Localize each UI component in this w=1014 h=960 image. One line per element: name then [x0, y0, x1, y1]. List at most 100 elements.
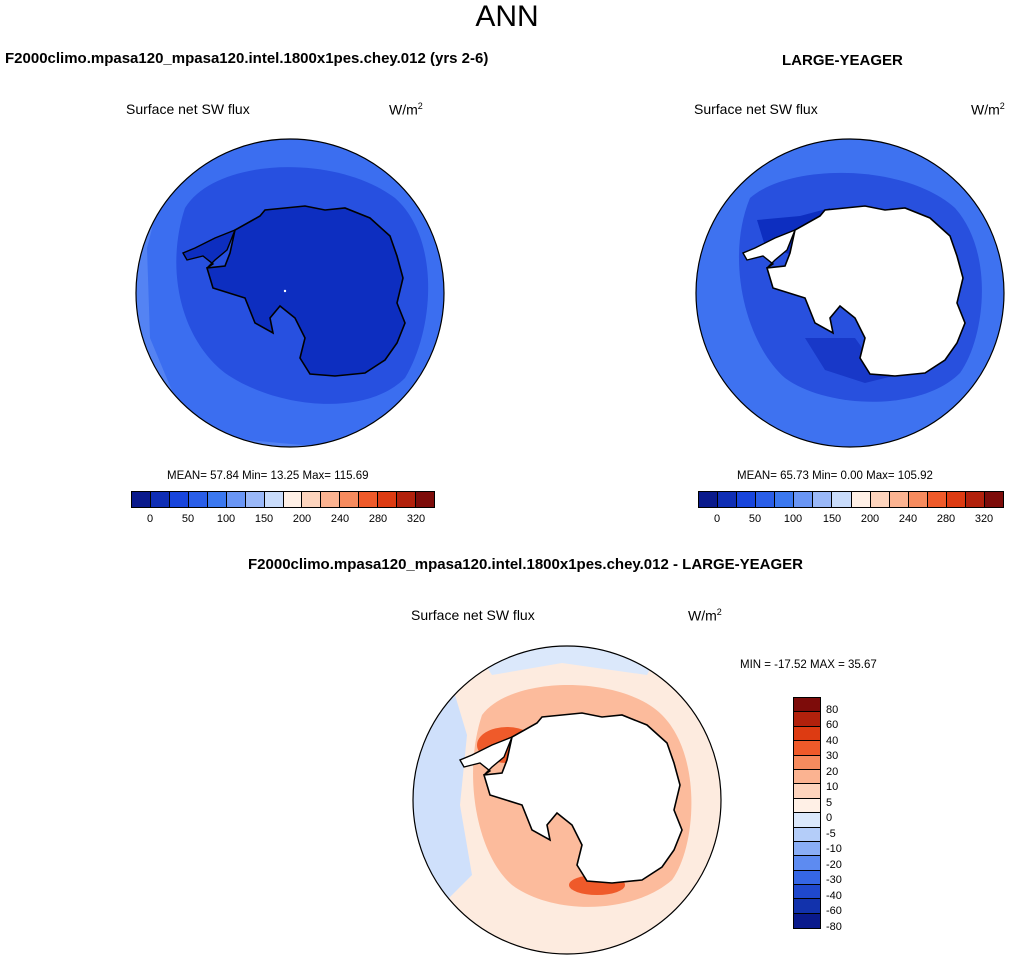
- colorbar-bin: [207, 492, 227, 507]
- panel3-title: F2000climo.mpasa120_mpasa120.intel.1800x…: [248, 556, 804, 573]
- colorbar-label: 0: [713, 513, 721, 525]
- panel3-antarctica-nodata: [482, 712, 683, 884]
- panel1-south-pole-marker: [283, 289, 287, 293]
- panel1-map: [135, 138, 445, 448]
- colorbar-label: 20: [826, 766, 839, 778]
- colorbar-label: 200: [860, 513, 880, 525]
- colorbar-bin: [794, 712, 820, 727]
- panel1-antarctica-field: [205, 205, 406, 377]
- colorbar-bin: [245, 492, 265, 507]
- colorbar-bin: [699, 492, 719, 507]
- panel3-peninsula: [458, 735, 514, 776]
- colorbar-bin: [794, 841, 820, 857]
- colorbar-label: 0: [826, 812, 833, 824]
- colorbar-bin: [340, 492, 360, 507]
- colorbar-bin: [302, 492, 322, 507]
- colorbar-bin: [416, 492, 434, 507]
- colorbar-bin: [150, 492, 170, 507]
- colorbar-label: 40: [826, 735, 839, 747]
- panel2-variable: Surface net SW flux: [694, 101, 818, 117]
- figure-title: ANN: [475, 0, 539, 33]
- colorbar-bin: [794, 899, 820, 914]
- colorbar-bin: [794, 784, 820, 799]
- colorbar-bin: [283, 492, 303, 507]
- panel1-stats: MEAN= 57.84 Min= 13.25 Max= 115.69: [167, 470, 369, 482]
- colorbar-bin: [169, 492, 189, 507]
- colorbar-bin: [984, 492, 1003, 507]
- colorbar-bin: [794, 492, 814, 507]
- panel2-colorbar-labels: 0 50 100 150 200 240 280 320: [698, 513, 1004, 529]
- colorbar-bin: [397, 492, 417, 507]
- colorbar-label: 60: [826, 719, 839, 731]
- panel1-colorbar: [131, 491, 435, 508]
- colorbar-bin: [813, 492, 833, 507]
- colorbar-bin: [264, 492, 284, 507]
- colorbar-label: 50: [181, 513, 195, 525]
- colorbar-bin: [226, 492, 246, 507]
- panel2-map: [695, 138, 1005, 448]
- panel3-stats: MIN = -17.52 MAX = 35.67: [740, 659, 877, 671]
- colorbar-bin: [737, 492, 757, 507]
- colorbar-label: 100: [783, 513, 803, 525]
- panel2-peninsula: [741, 228, 797, 269]
- panel2-title: LARGE-YEAGER: [782, 52, 903, 69]
- colorbar-bin: [378, 492, 398, 507]
- colorbar-bin: [794, 885, 820, 900]
- colorbar-label: 0: [146, 513, 154, 525]
- panel3-units: W/m2: [688, 607, 722, 624]
- colorbar-bin: [775, 492, 795, 507]
- colorbar-label: 150: [822, 513, 842, 525]
- colorbar-bin: [794, 870, 820, 886]
- colorbar-bin: [946, 492, 966, 507]
- panel2-units: W/m2: [971, 101, 1005, 118]
- colorbar-label: -10: [826, 843, 842, 855]
- panel1-colorbar-labels: 0 50 100 150 200 240 280 320: [131, 513, 435, 529]
- colorbar-bin: [889, 492, 909, 507]
- colorbar-label: 100: [216, 513, 236, 525]
- colorbar-label: 200: [292, 513, 312, 525]
- colorbar-label: -5: [826, 828, 836, 840]
- colorbar-bin: [132, 492, 151, 507]
- colorbar-label: 5: [826, 797, 833, 809]
- colorbar-label: 320: [406, 513, 426, 525]
- colorbar-label: -20: [826, 859, 842, 871]
- colorbar-bin: [794, 827, 820, 842]
- colorbar-label: -60: [826, 905, 842, 917]
- panel3-colorbar-bins: [793, 697, 821, 930]
- panel2-colorbar-bins: [698, 491, 1004, 508]
- colorbar-label: -80: [826, 921, 842, 933]
- colorbar-bin: [359, 492, 379, 507]
- panel1-colorbar-bins: [131, 491, 435, 508]
- colorbar-bin: [794, 856, 820, 871]
- panel3-map: [412, 645, 722, 955]
- colorbar-bin: [794, 769, 820, 785]
- colorbar-bin: [794, 798, 820, 814]
- colorbar-bin: [794, 698, 820, 713]
- panel1-peninsula: [181, 228, 237, 269]
- colorbar-bin: [321, 492, 341, 507]
- panel3-negative-patch-west: [413, 685, 472, 905]
- colorbar-label: -30: [826, 874, 842, 886]
- colorbar-bin: [870, 492, 890, 507]
- panel3-variable: Surface net SW flux: [411, 607, 535, 623]
- panel2-stats: MEAN= 65.73 Min= 0.00 Max= 105.92: [737, 470, 933, 482]
- panel3-colorbar-labels: 80 60 40 30 20 10 5 0 -5 -10 -20 -30 -40…: [826, 697, 876, 949]
- panel1-title: F2000climo.mpasa120_mpasa120.intel.1800x…: [5, 50, 489, 67]
- colorbar-label: 280: [368, 513, 388, 525]
- colorbar-bin: [965, 492, 985, 507]
- colorbar-bin: [794, 913, 820, 929]
- colorbar-label: 10: [826, 781, 839, 793]
- colorbar-label: -40: [826, 890, 842, 902]
- colorbar-label: 30: [826, 750, 839, 762]
- panel3-colorbar: [793, 697, 821, 930]
- colorbar-label: 150: [254, 513, 274, 525]
- colorbar-bin: [832, 492, 852, 507]
- panel1-variable: Surface net SW flux: [126, 101, 250, 117]
- colorbar-bin: [718, 492, 738, 507]
- colorbar-label: 240: [330, 513, 350, 525]
- colorbar-bin: [794, 813, 820, 828]
- colorbar-bin: [794, 741, 820, 756]
- colorbar-bin: [908, 492, 928, 507]
- colorbar-bin: [794, 755, 820, 770]
- colorbar-label: 50: [748, 513, 762, 525]
